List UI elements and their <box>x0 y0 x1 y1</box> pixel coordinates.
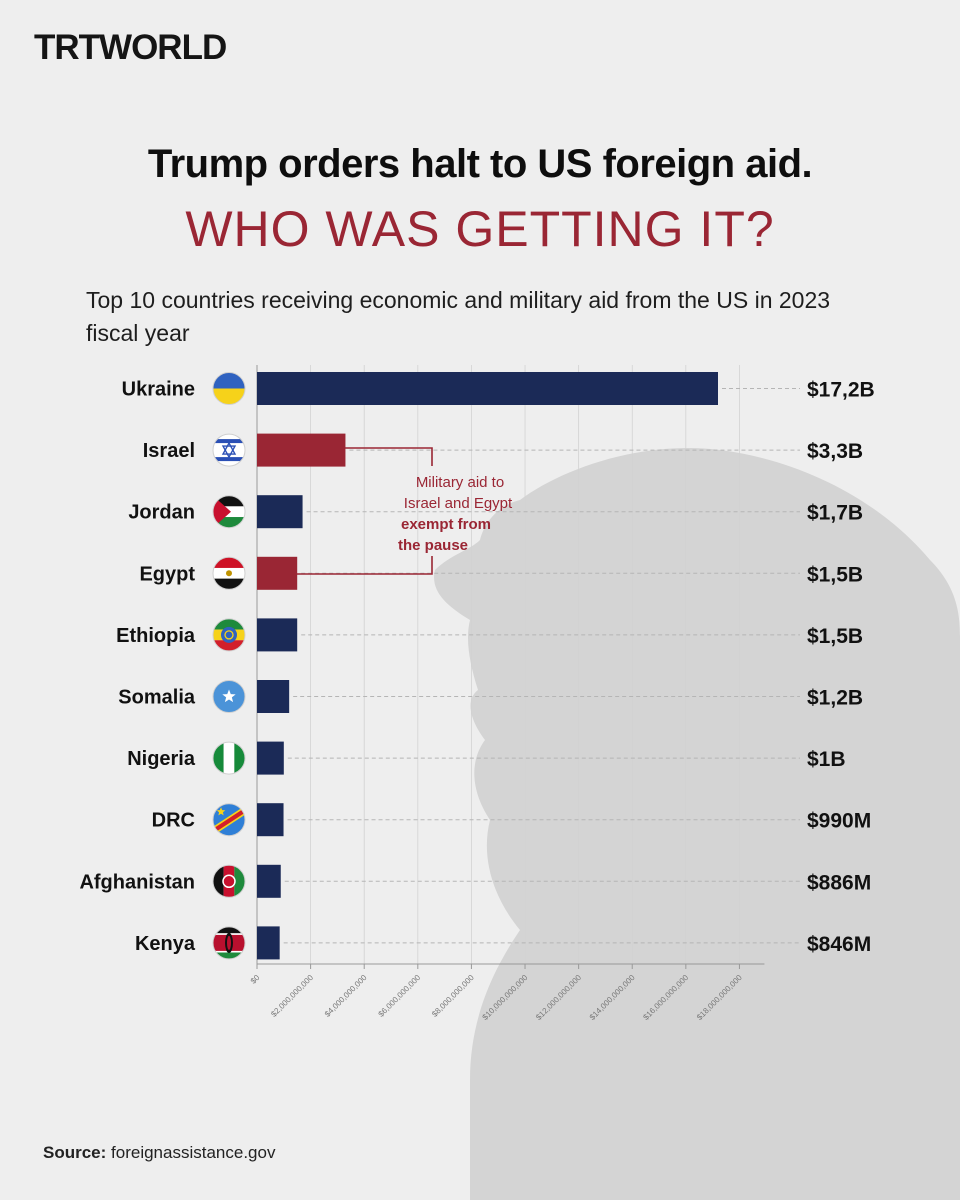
country-label: Somalia <box>118 687 196 709</box>
egypt-flag-icon <box>213 557 245 590</box>
x-tick-label: $6,000,000,000 <box>377 973 423 1019</box>
silhouette-decoration <box>434 448 960 1200</box>
value-label: $886M <box>807 871 871 894</box>
chart-row: Ukraine $17,2B <box>122 372 875 405</box>
source-line: Source: foreignassistance.gov <box>43 1143 275 1163</box>
value-label: $990M <box>807 810 871 833</box>
somalia-flag-icon <box>213 680 245 713</box>
x-tick-label: $2,000,000,000 <box>269 973 315 1019</box>
drc-flag-icon <box>213 803 245 836</box>
chart-description: Top 10 countries receiving economic and … <box>86 287 831 346</box>
country-label: Jordan <box>128 502 195 524</box>
country-label: DRC <box>152 810 195 832</box>
annotation-line-3: exempt from <box>401 516 491 533</box>
bar <box>257 556 298 590</box>
israel-flag-icon <box>213 434 245 467</box>
bar <box>257 741 284 775</box>
x-tick-label: $8,000,000,000 <box>430 973 476 1019</box>
country-label: Israel <box>143 440 195 462</box>
logo-part-trt: TRT <box>34 28 100 67</box>
annotation-group: Military aid to Israel and Egypt exempt … <box>296 447 513 575</box>
bar <box>257 864 281 898</box>
chart-row: Ethiopia $1,5B <box>116 618 863 652</box>
bar <box>257 926 280 960</box>
chart-row: Egypt $1,5B <box>139 556 863 590</box>
annotation-line-2: Israel and Egypt <box>404 495 513 512</box>
nigeria-flag-icon <box>213 742 245 775</box>
value-label: $1,7B <box>807 502 863 525</box>
headline: Trump orders halt to US foreign aid. <box>147 142 813 186</box>
bar <box>257 680 290 713</box>
kenya-flag-icon <box>213 926 245 959</box>
annotation-line-4: the pause <box>398 537 468 554</box>
bar <box>257 618 298 652</box>
value-label: $1,5B <box>807 625 863 648</box>
chart-row: DRC $990M <box>152 803 871 837</box>
value-label: $1,5B <box>807 563 863 586</box>
value-label: $846M <box>807 933 871 956</box>
logo-part-world: WORLD <box>99 28 227 67</box>
bar <box>257 433 346 467</box>
trt-world-logo: TRTWORLD <box>34 28 227 68</box>
bar <box>257 495 303 529</box>
subheadline: WHO WAS GETTING IT? <box>185 201 775 257</box>
country-label: Nigeria <box>127 748 196 770</box>
source-label: Source: <box>43 1143 107 1162</box>
country-label: Egypt <box>139 563 195 585</box>
jordan-flag-icon <box>213 495 245 528</box>
country-label: Ethiopia <box>116 625 196 647</box>
value-label: $1B <box>807 748 846 771</box>
chart-row: Israel $3,3B <box>143 433 863 467</box>
source-value: foreignassistance.gov <box>111 1143 276 1162</box>
country-label: Afghanistan <box>79 871 195 893</box>
afghanistan-flag-icon <box>213 865 245 898</box>
value-label: $17,2B <box>807 379 875 402</box>
country-label: Kenya <box>135 933 196 955</box>
country-label: Ukraine <box>122 379 195 401</box>
value-label: $1,2B <box>807 687 863 710</box>
value-label: $3,3B <box>807 440 863 463</box>
chart-row: Afghanistan $886M <box>79 864 871 898</box>
ukraine-flag-icon <box>213 372 245 405</box>
bar <box>257 803 284 837</box>
chart-row: Somalia $1,2B <box>118 680 863 713</box>
x-tick-label: $4,000,000,000 <box>323 973 369 1019</box>
chart-row: Nigeria $1B <box>127 741 846 775</box>
annotation-connector <box>296 447 433 575</box>
x-tick-label: $0 <box>249 973 262 986</box>
annotation-line-1: Military aid to <box>416 474 504 491</box>
ethiopia-flag-icon <box>213 618 245 651</box>
chart-row: Kenya $846M <box>135 926 871 960</box>
chart-rows: Ukraine $17,2B Israel $3,3B Jordan $1,7B Egypt… <box>79 372 875 960</box>
chart-row: Jordan $1,7B <box>128 495 863 529</box>
bar <box>257 372 718 405</box>
